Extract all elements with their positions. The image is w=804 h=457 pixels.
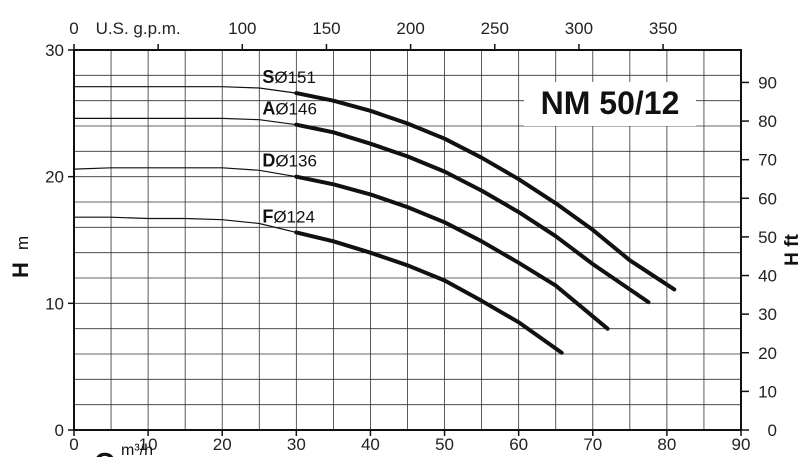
y-axis-unit: m (13, 236, 32, 250)
x-axis-label: Q m³/h (94, 442, 153, 457)
x-tick-label: 0 (69, 435, 78, 454)
series-group: SØ151 AØ146 DØ136 FØ124 (73, 67, 677, 355)
top-tick-label: 150 (312, 19, 340, 38)
top-tick-label: 200 (396, 19, 424, 38)
x-tick-label: 50 (435, 435, 454, 454)
top-tick-label: 0 (69, 19, 78, 38)
x-tick-label: 40 (361, 435, 380, 454)
right-tick-label: 40 (758, 267, 777, 286)
right-axis-label: H ft (782, 234, 803, 266)
y-axis-symbol: H (8, 262, 33, 278)
series-label-F: FØ124 (262, 206, 315, 226)
x-tick-label: 60 (509, 435, 528, 454)
x-tick-label: 30 (287, 435, 306, 454)
top-tick-label: 100 (228, 19, 256, 38)
right-tick-label: 10 (758, 382, 777, 401)
y-tick-label: 0 (55, 421, 64, 440)
title-background (524, 82, 696, 126)
series-label-A: AØ146 (262, 99, 317, 119)
x-axis-unit: m³/h (121, 442, 153, 457)
series-diameter: Ø124 (273, 207, 315, 226)
right-tick-label: 30 (758, 305, 777, 324)
series-diameter: Ø146 (275, 100, 317, 119)
y-tick-label: 30 (45, 41, 64, 60)
plot-frame (73, 49, 742, 431)
series-line-thin-D (73, 167, 297, 178)
x-axis-symbol: Q (94, 447, 116, 457)
series-line-S (294, 91, 677, 292)
series-line-D (294, 174, 610, 331)
y-axis-label: H m (8, 236, 33, 278)
series-label-D: DØ136 (262, 151, 317, 171)
series-letter: A (262, 99, 275, 119)
series-diameter: Ø151 (274, 68, 316, 87)
top-tick-label: U.S. g.p.m. (96, 19, 181, 38)
right-tick-label: 70 (758, 151, 777, 170)
series-line-A (294, 122, 651, 305)
right-tick-label: 0 (768, 421, 777, 440)
series-diameter: Ø136 (275, 152, 317, 171)
x-tick-label: 80 (657, 435, 676, 454)
series-label-S: SØ151 (262, 67, 316, 87)
y-tick-label: 20 (45, 168, 64, 187)
x-tick-label: 20 (213, 435, 232, 454)
series-line-thin-F (74, 216, 297, 233)
x-tick-label: 70 (583, 435, 602, 454)
right-tick-label: 50 (758, 228, 777, 247)
series-letter: D (262, 151, 275, 171)
right-tick-label: 90 (758, 73, 777, 92)
top-tick-label: 250 (481, 19, 509, 38)
right-tick-label: 60 (758, 189, 777, 208)
series-line-F (294, 230, 564, 355)
right-tick-label: 80 (758, 112, 777, 131)
series-letter: S (262, 67, 274, 87)
series-letter: F (262, 206, 273, 226)
axis-ticks: 0 10 20 30 40 50 60 70 80 900 U.S. g.p.m. 100 150 200… (45, 19, 777, 454)
series-line-thin-A (74, 117, 297, 126)
chart-title: NM 50/12 (541, 85, 680, 121)
x-tick-label: 10 (139, 435, 158, 454)
right-tick-label: 20 (758, 344, 777, 363)
series-line-thin-S (74, 86, 297, 94)
x-tick-label: 90 (732, 435, 751, 454)
y-tick-label: 10 (45, 294, 64, 313)
top-tick-label: 300 (565, 19, 593, 38)
top-tick-label: 350 (649, 19, 677, 38)
